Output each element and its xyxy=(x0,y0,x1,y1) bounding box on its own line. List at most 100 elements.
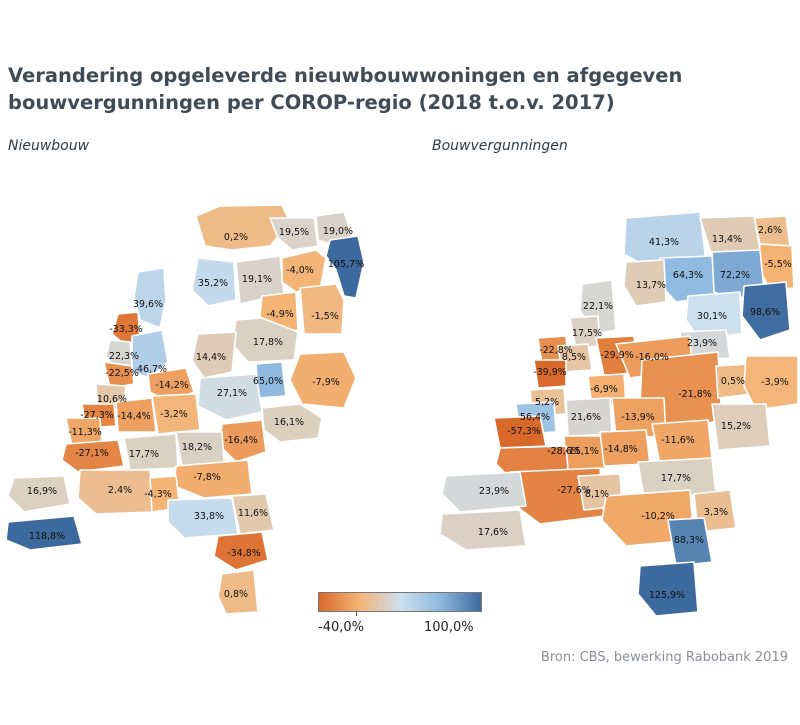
region-nieuwbouw-7 xyxy=(133,267,167,329)
region-value-label: 16,1% xyxy=(274,417,304,428)
region-bouwvergunningen-6 xyxy=(623,259,667,307)
region-bouwvergunningen-29 xyxy=(711,403,771,451)
region-value-label: 17,7% xyxy=(661,473,691,484)
region-value-label: 21,6% xyxy=(571,412,601,423)
region-value-label: -27,1% xyxy=(75,448,109,459)
region-value-label: 8,1% xyxy=(585,489,609,500)
region-value-label: 0,5% xyxy=(721,376,745,387)
region-value-label: -57,3% xyxy=(507,426,541,437)
region-value-label: 2,6% xyxy=(758,225,782,236)
region-value-label: -4,3% xyxy=(144,489,172,500)
region-value-label: -11,6% xyxy=(661,435,695,446)
region-nieuwbouw-27 xyxy=(61,439,125,473)
region-value-label: -3,9% xyxy=(761,377,789,388)
region-value-label: 10,6% xyxy=(97,394,127,405)
region-bouwvergunningen-20 xyxy=(743,355,799,411)
region-value-label: -34,8% xyxy=(227,548,261,559)
region-value-label: -14,8% xyxy=(604,444,638,455)
region-value-label: 27,1% xyxy=(217,388,247,399)
legend-min-label: -40,0% xyxy=(318,620,364,635)
legend-zero-tick xyxy=(356,611,357,616)
region-value-label: 19,1% xyxy=(242,274,272,285)
region-value-label: -22,8% xyxy=(539,345,573,356)
region-value-label: -4,0% xyxy=(286,265,314,276)
region-value-label: 15,2% xyxy=(721,421,751,432)
map-bouwvergunningen: 2,6% 41,3% 13,4% -5,5% 64,3% 72,2% 13,7% 98,6% 2… xyxy=(439,211,799,617)
region-value-label: 17,5% xyxy=(572,328,602,339)
region-nieuwbouw-38 xyxy=(217,569,259,615)
region-value-label: 0,2% xyxy=(224,232,248,243)
region-bouwvergunningen-37 xyxy=(439,509,527,551)
region-value-label: 35,2% xyxy=(198,278,228,289)
color-legend-bar xyxy=(318,592,482,612)
region-value-label: -16,0% xyxy=(635,352,669,363)
region-value-label: 65,0% xyxy=(253,376,283,387)
region-value-label: -39,9% xyxy=(533,367,567,378)
region-value-label: 13,7% xyxy=(636,280,666,291)
region-value-label: -5,5% xyxy=(764,259,792,270)
region-value-label: -11,3% xyxy=(68,427,102,438)
region-value-label: 13,4% xyxy=(712,234,742,245)
region-value-label: 22,1% xyxy=(583,301,613,312)
region-value-label: 19,5% xyxy=(279,227,309,238)
region-value-label: 105,7% xyxy=(328,259,364,270)
region-nieuwbouw-15 xyxy=(103,361,135,389)
region-nieuwbouw-3 xyxy=(325,235,365,299)
region-bouwvergunningen-33 xyxy=(441,471,527,513)
region-value-label: -14,4% xyxy=(117,411,151,422)
region-value-label: 46,7% xyxy=(137,364,167,375)
map-subtitle-nieuwbouw: Nieuwbouw xyxy=(8,138,90,154)
region-value-label: 2,4% xyxy=(108,485,132,496)
region-value-label: 14,4% xyxy=(196,352,226,363)
region-nieuwbouw-13 xyxy=(191,331,237,379)
region-nieuwbouw-35 xyxy=(167,497,239,539)
region-value-label: 16,9% xyxy=(27,486,57,497)
region-value-label: -13,9% xyxy=(621,412,655,423)
region-value-label: -28,6% xyxy=(547,446,581,457)
chart-title: Verandering opgeleverde nieuwbouwwoninge… xyxy=(8,64,683,114)
region-value-label: -6,9% xyxy=(590,384,618,395)
region-value-label: -22,5% xyxy=(105,368,139,379)
region-value-label: 88,3% xyxy=(674,535,704,546)
region-nieuwbouw-32 xyxy=(77,469,155,515)
region-value-label: 17,6% xyxy=(478,527,508,538)
region-value-label: 30,1% xyxy=(697,311,727,322)
map-subtitle-bouwvergunningen: Bouwvergunningen xyxy=(432,138,568,154)
region-nieuwbouw-37 xyxy=(213,531,269,571)
region-value-label: 98,6% xyxy=(750,307,780,318)
region-value-label: -3,2% xyxy=(160,409,188,420)
region-value-label: -7,9% xyxy=(312,377,340,388)
region-value-label: -16,4% xyxy=(224,435,258,446)
region-value-label: 22,3% xyxy=(109,351,139,362)
region-value-label: 64,3% xyxy=(673,270,703,281)
region-value-label: 33,8% xyxy=(194,511,224,522)
region-value-label: 39,6% xyxy=(133,299,163,310)
region-value-label: 23,9% xyxy=(687,338,717,349)
region-value-label: -10,2% xyxy=(641,511,675,522)
region-bouwvergunningen-7 xyxy=(741,281,791,341)
region-value-label: 5,2% xyxy=(535,397,559,408)
region-nieuwbouw-34 xyxy=(231,493,275,535)
region-bouwvergunningen-38 xyxy=(667,517,713,567)
region-value-label: -1,5% xyxy=(311,311,339,322)
region-nieuwbouw-4 xyxy=(191,257,237,307)
region-bouwvergunningen-16 xyxy=(533,359,567,389)
region-value-label: 17,7% xyxy=(129,449,159,460)
region-value-label: 17,8% xyxy=(253,337,283,348)
region-value-label: 125,9% xyxy=(649,590,685,601)
region-bouwvergunningen-39 xyxy=(637,561,699,617)
region-nieuwbouw-1 xyxy=(269,217,319,251)
region-value-label: 18,2% xyxy=(182,442,212,453)
region-nieuwbouw-36 xyxy=(5,515,83,551)
region-value-label: 118,8% xyxy=(29,531,65,542)
region-nieuwbouw-18 xyxy=(289,351,357,409)
region-value-label: -15,1% xyxy=(565,446,599,457)
region-nieuwbouw-23 xyxy=(151,393,201,435)
region-value-label: 0,8% xyxy=(224,589,248,600)
map-nieuwbouw: 0,2% 19,5% 19,0% 105,7% 35,2% 19,1% -4,0% 39,6%… xyxy=(5,204,365,615)
region-value-label: 19,0% xyxy=(323,226,353,237)
region-nieuwbouw-20 xyxy=(197,373,263,421)
region-nieuwbouw-31 xyxy=(7,475,71,513)
region-nieuwbouw-9 xyxy=(299,283,345,335)
